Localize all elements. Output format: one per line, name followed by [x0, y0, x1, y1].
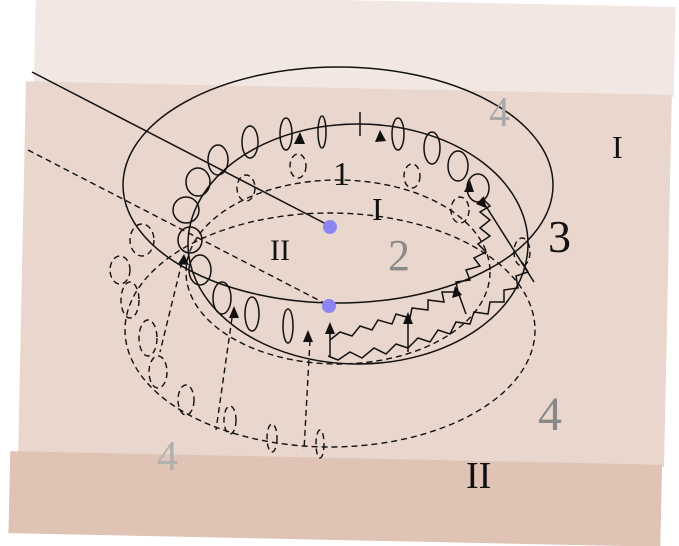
dashed-drop-2: [303, 339, 311, 451]
zigzag-lower: [329, 197, 492, 341]
label-region-4-right: 4: [538, 388, 562, 441]
ring-loop: [241, 125, 259, 159]
label-region-1: 1: [333, 156, 350, 193]
arrowhead: [452, 286, 462, 298]
dashed-loop: [120, 281, 140, 319]
ring-loop: [423, 131, 441, 165]
label-roman-I-center: I: [372, 191, 383, 227]
ring-loop: [279, 117, 293, 151]
ring-loop: [207, 144, 229, 176]
ring-loop: [172, 196, 200, 224]
label-roman-I-top-right: I: [612, 129, 623, 165]
center-point-upper: [323, 220, 337, 234]
band-bottom: [8, 451, 663, 546]
ring-loop: [447, 150, 469, 182]
dashed-loop: [289, 153, 307, 179]
ring-loop: [212, 281, 232, 315]
dashed-axis-line: [27, 149, 331, 307]
outer-ellipse: [122, 66, 554, 304]
dashed-loop: [148, 355, 168, 389]
axis-line: [31, 71, 331, 227]
label-roman-II-bottom: II: [466, 455, 491, 497]
label-region-3: 3: [548, 211, 571, 262]
ring-loop: [244, 296, 260, 332]
ring-loop: [282, 308, 294, 344]
dashed-loop: [223, 405, 237, 435]
center-point-lower: [322, 299, 336, 313]
band-middle: [18, 81, 672, 467]
ring-loop: [185, 167, 211, 197]
arrowhead: [375, 130, 386, 142]
ring-loop: [391, 117, 405, 151]
arrowheads: [178, 130, 486, 342]
label-region-4-left: 4: [157, 434, 178, 480]
band-top: [33, 0, 676, 97]
dashed-loop: [138, 319, 158, 357]
dashed-loop: [109, 255, 131, 285]
solid-structures: [31, 66, 554, 365]
arrowhead: [403, 312, 413, 324]
zigzag-outer: [327, 261, 530, 361]
arrowhead: [325, 322, 335, 334]
label-roman-II-left: II: [270, 234, 290, 267]
dashed-ellipse-outer: [124, 212, 536, 448]
dashed-loop: [266, 423, 278, 453]
background-sheet: [8, 0, 676, 546]
dashed-loop: [315, 429, 325, 459]
label-region-4-top: 4: [489, 90, 510, 136]
arrowhead: [294, 132, 305, 144]
dashed-loop: [177, 384, 195, 416]
arrowhead: [303, 330, 313, 342]
dashed-loop: [129, 223, 155, 257]
ring-loop: [317, 115, 327, 149]
label-region-2: 2: [388, 231, 410, 280]
ring-loop: [177, 226, 203, 254]
dashed-loop: [450, 196, 470, 224]
dashed-drop-3: [159, 261, 183, 353]
arrowhead: [178, 254, 189, 265]
dashed-drop-1: [215, 317, 233, 431]
dashed-ellipse-inner: [185, 179, 491, 365]
ring-ellipse: [187, 123, 529, 365]
arrowhead: [229, 306, 239, 318]
dashed-loop: [403, 163, 421, 189]
ring-loop: [188, 254, 212, 286]
arrowhead: [476, 196, 486, 208]
arrowhead: [464, 180, 474, 192]
